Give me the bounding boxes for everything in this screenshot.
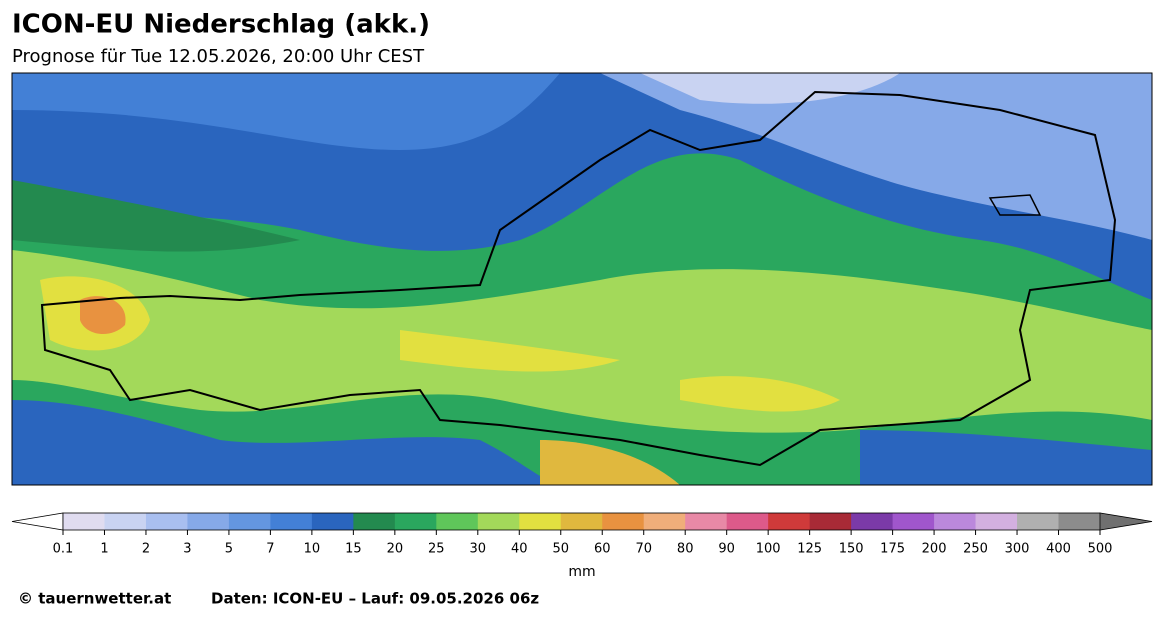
precip-area [540, 440, 680, 485]
colorbar-tick-label: 0.1 [53, 542, 74, 557]
colorbar-segment [975, 513, 1018, 530]
colorbar-tick-label: 60 [594, 542, 611, 557]
colorbar-segment [519, 513, 562, 530]
colorbar-segment [726, 513, 769, 530]
colorbar-segment [187, 513, 230, 530]
map-frame [11, 72, 1153, 486]
colorbar-tick-label: 1 [100, 542, 108, 557]
colorbar-tick-label: 90 [718, 542, 735, 557]
colorbar-segment [477, 513, 520, 530]
colorbar-segment [63, 513, 105, 530]
colorbar-tick-label: 10 [304, 542, 321, 557]
colorbar-unit: mm [568, 564, 595, 580]
colorbar-tick-label: 250 [963, 542, 988, 557]
colorbar-segment [768, 513, 811, 530]
colorbar-over [1099, 512, 1153, 531]
title: ICON-EU Niederschlag (akk.) [12, 10, 430, 40]
colorbar-tick-label: 100 [756, 542, 781, 557]
precip-area [12, 250, 1152, 433]
colorbar-segment [436, 513, 479, 530]
colorbar-tick-label: 500 [1088, 542, 1113, 557]
colorbar-segment [104, 513, 147, 530]
colorbar-tick-label: 70 [635, 542, 652, 557]
colorbar-segment [311, 513, 354, 530]
colorbar-tick-label: 50 [552, 542, 569, 557]
colorbar-tick-label: 40 [511, 542, 528, 557]
colorbar-segment [643, 513, 686, 530]
country-border [40, 90, 1117, 467]
precip-area [400, 330, 620, 372]
colorbar-tick-label: 300 [1005, 542, 1030, 557]
colorbar-tick-label: 7 [266, 542, 274, 557]
colorbar-segment [560, 513, 603, 530]
colorbar-segment [394, 513, 437, 530]
precip-area [80, 296, 126, 335]
map [11, 72, 1153, 486]
copyright: © tauernwetter.at [18, 590, 171, 608]
data-source: Daten: ICON-EU – Lauf: 09.05.2026 06z [211, 590, 539, 608]
colorbar-tick-label: 125 [797, 542, 822, 557]
precip-area [600, 73, 1152, 240]
precip-area [12, 73, 560, 150]
precip-area [12, 180, 300, 252]
colorbar-segment [1058, 513, 1101, 530]
colorbar-segment [270, 513, 313, 530]
colorbar-tick-label: 200 [922, 542, 947, 557]
colorbar: 0.1 1 2 3 5 7 10 15 20 25 30 40 50 60 70 80 90 100 125 150 1… [11, 512, 1153, 557]
subtitle: Prognose für Tue 12.05.2026, 20:00 Uhr C… [12, 46, 425, 67]
precip-area [680, 376, 840, 412]
precip-area [640, 73, 900, 104]
colorbar-tick-label: 400 [1046, 542, 1071, 557]
colorbar-tick-label: 30 [470, 542, 487, 557]
colorbar-tick-label: 3 [183, 542, 191, 557]
state-border [988, 194, 1042, 216]
colorbar-segment [685, 513, 728, 530]
colorbar-tick-label: 20 [387, 542, 404, 557]
colorbar-tick-label: 80 [677, 542, 694, 557]
colorbar-segment [145, 513, 188, 530]
colorbar-segment [228, 513, 271, 530]
precip-area [12, 400, 560, 485]
colorbar-tick-label: 25 [428, 542, 445, 557]
precip-area [860, 430, 1152, 485]
colorbar-under [11, 512, 64, 531]
colorbar-segment [934, 513, 977, 530]
colorbar-segment [1017, 513, 1060, 530]
colorbar-tick-label: 150 [839, 542, 864, 557]
colorbar-segment [809, 513, 852, 530]
colorbar-segment [602, 513, 645, 530]
colorbar-frame [62, 512, 1101, 531]
colorbar-segment [353, 513, 396, 530]
colorbar-tick-label: 5 [225, 542, 233, 557]
colorbar-tick-label: 2 [142, 542, 150, 557]
colorbar-segment [892, 513, 935, 530]
colorbar-tick-label: 175 [880, 542, 905, 557]
colorbar-tick-label: 15 [345, 542, 362, 557]
colorbar-segment [851, 513, 894, 530]
